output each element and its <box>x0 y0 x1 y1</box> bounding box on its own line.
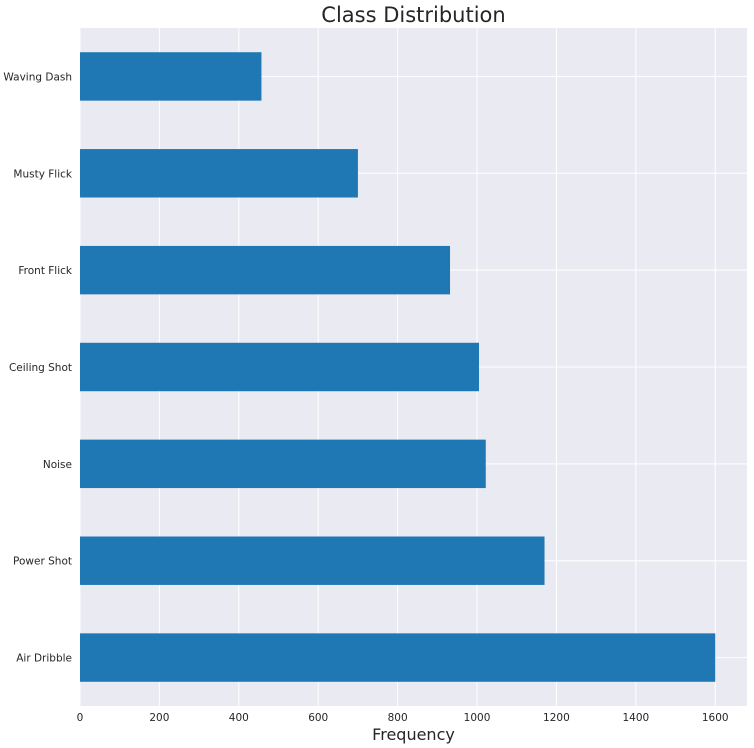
x-tick-label: 1200 <box>543 712 570 724</box>
bar <box>80 439 486 489</box>
y-tick-label: Front Flick <box>18 265 73 277</box>
x-axis-label: Frequency <box>372 725 455 744</box>
y-tick-label: Air Dribble <box>16 653 72 665</box>
bar <box>80 149 358 198</box>
bar <box>80 245 451 295</box>
bar <box>80 633 716 682</box>
bar <box>80 52 262 101</box>
x-tick-label: 600 <box>308 712 328 724</box>
y-tick-label: Power Shot <box>13 556 72 568</box>
y-tick-label: Musty Flick <box>13 168 73 180</box>
bar <box>80 536 545 585</box>
y-tick-label: Waving Dash <box>3 71 72 83</box>
y-tick-label: Ceiling Shot <box>9 362 72 374</box>
y-tick-labels: Air Dribble Power Shot Noise Ceiling Shot Fr… <box>3 71 72 664</box>
x-tick-label: 800 <box>388 712 408 724</box>
x-tick-label: 0 <box>77 712 84 724</box>
bars <box>80 52 716 682</box>
x-tick-label: 1400 <box>622 712 649 724</box>
x-tick-labels: 0 200 400 600 800 1000 1200 1400 1600 <box>77 712 729 724</box>
x-tick-label: 1000 <box>464 712 491 724</box>
chart-title: Class Distribution <box>321 3 505 27</box>
bar <box>80 342 480 392</box>
x-tick-label: 400 <box>229 712 249 724</box>
x-tick-label: 200 <box>149 712 169 724</box>
y-tick-label: Noise <box>43 459 72 471</box>
x-tick-label: 1600 <box>702 712 729 724</box>
